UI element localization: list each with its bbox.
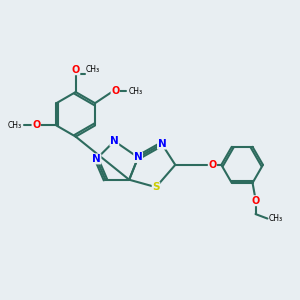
Text: O: O [72,65,80,75]
Text: S: S [152,182,160,192]
Text: O: O [111,86,119,96]
Text: N: N [134,152,142,162]
Text: CH₃: CH₃ [7,121,21,130]
Text: CH₃: CH₃ [269,214,283,223]
Text: CH₃: CH₃ [128,87,142,96]
Text: N: N [92,154,101,164]
Text: O: O [32,121,40,130]
Text: O: O [208,160,217,170]
Text: CH₃: CH₃ [86,65,100,74]
Text: O: O [251,196,260,206]
Text: N: N [158,139,166,149]
Text: N: N [110,136,119,146]
